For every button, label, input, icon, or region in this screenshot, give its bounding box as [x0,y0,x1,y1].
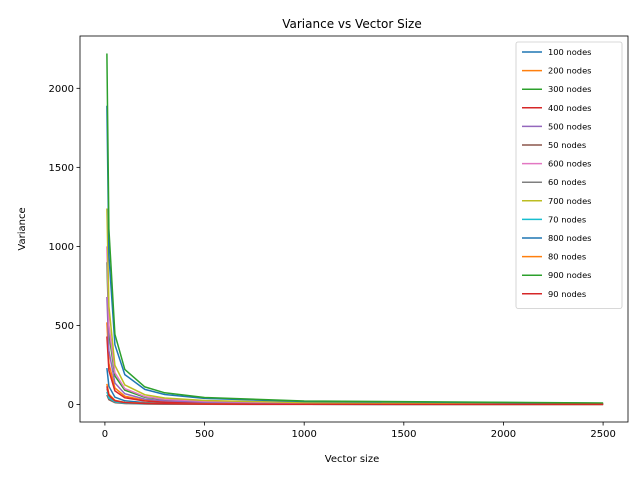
legend-label: 90 nodes [548,289,586,299]
legend-label: 80 nodes [548,252,586,262]
legend-label: 600 nodes [548,159,592,169]
x-tick-label: 500 [195,429,214,440]
y-tick-label: 2000 [49,84,74,95]
x-axis-ticks: 0 500 1000 1500 2000 2500 [102,422,616,440]
plot-frame [79,35,629,423]
series-line-400-nodes [106,336,604,405]
series-line-700-nodes [106,208,604,405]
y-tick-label: 0 [68,400,74,411]
legend-box [515,41,623,309]
x-tick-label: 2500 [590,429,615,440]
legend-label: 70 nodes [548,214,586,224]
legend-label: 300 nodes [548,84,592,94]
series-line-200-nodes [106,322,604,405]
legend-label: 800 nodes [548,233,592,243]
series-line-500-nodes [106,296,604,405]
legend-label: 900 nodes [548,270,592,280]
y-tick-label: 1000 [49,242,74,253]
y-tick-label: 1500 [49,163,74,174]
legend-label: 60 nodes [548,177,586,187]
series-line-90-nodes [106,386,604,406]
legend-label: 400 nodes [548,103,592,113]
x-axis-label: Vector size [325,454,379,465]
legend-label: 50 nodes [548,140,586,150]
x-tick-label: 0 [102,429,108,440]
plot-lines [106,53,604,406]
legend-label: 100 nodes [548,47,592,57]
x-tick-label: 1500 [391,429,416,440]
legend-label: 500 nodes [548,121,592,131]
x-tick-label: 2000 [491,429,516,440]
series-line-900-nodes [106,53,604,404]
legend-label: 200 nodes [548,66,592,76]
legend-label: 700 nodes [548,196,592,206]
y-axis-label: Variance [17,207,28,250]
x-tick-label: 1000 [291,429,316,440]
legend: 100 nodes 200 nodes 300 nodes 400 nodes 500 … [515,41,623,309]
y-tick-label: 500 [55,321,74,332]
chart-title: Variance vs Vector Size [282,17,422,31]
y-axis-ticks: 0 500 1000 1500 2000 [49,84,80,411]
